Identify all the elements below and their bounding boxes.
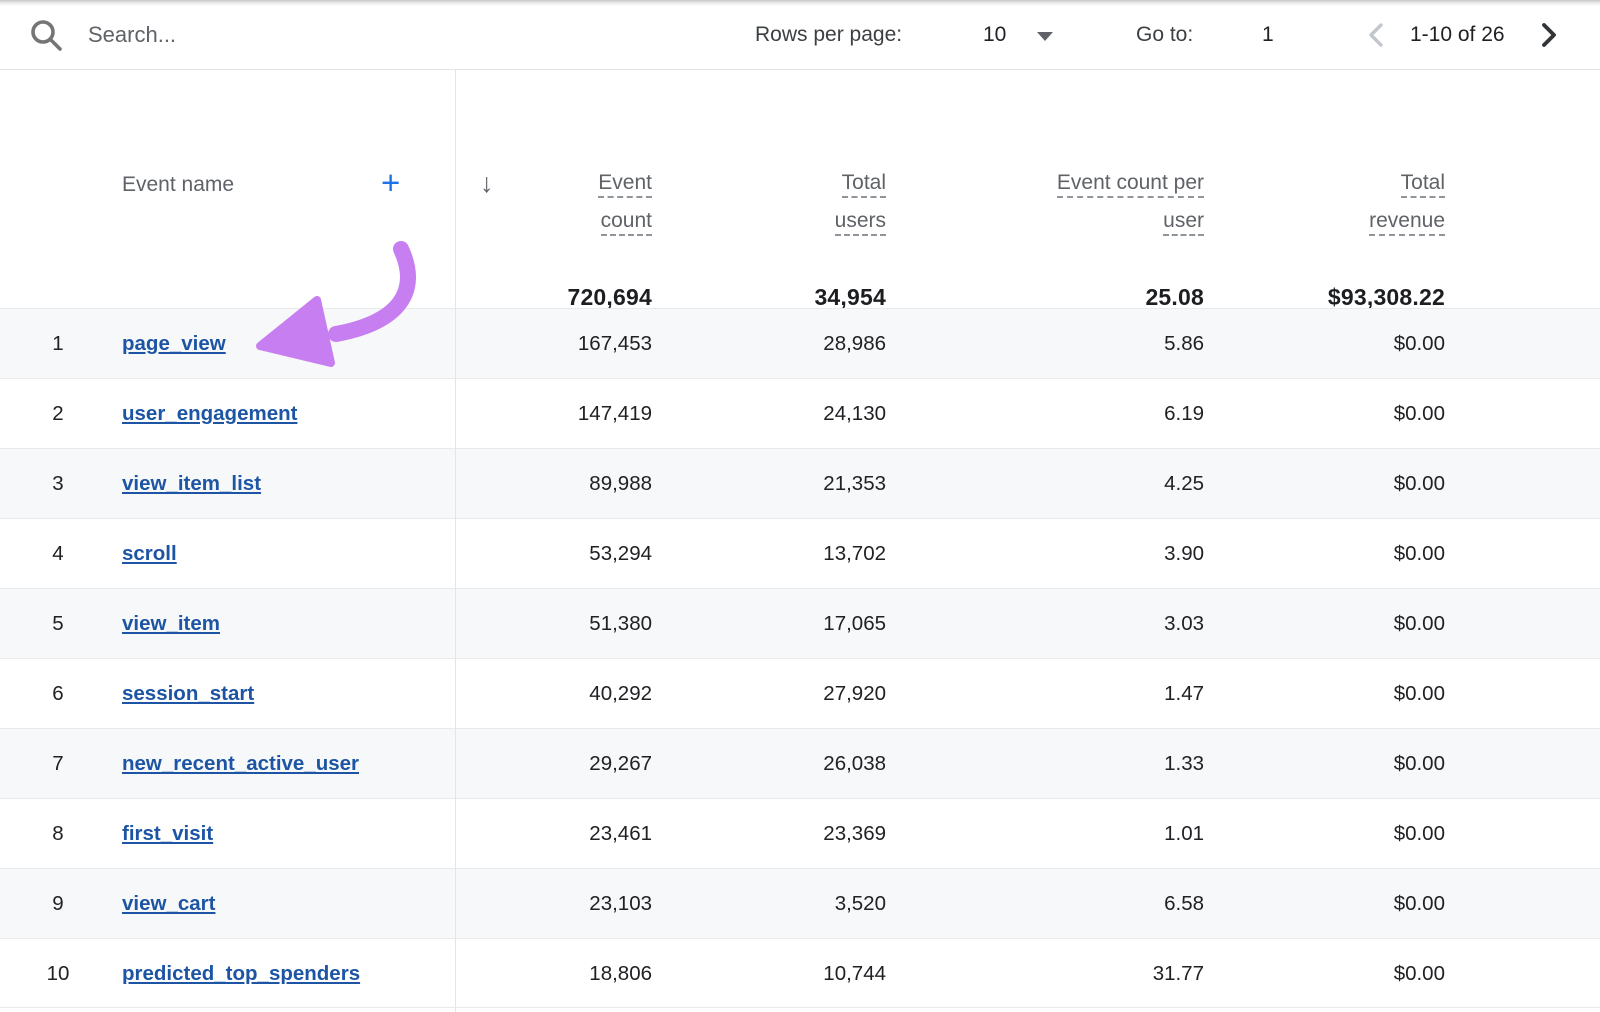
total-count-per-user-value: 25.08 — [1145, 284, 1204, 310]
row-index: 9 — [52, 892, 64, 915]
event-name-link[interactable]: view_item_list — [122, 472, 262, 495]
revenue-cell: $0.00 — [1393, 892, 1445, 915]
event-count-cell: 89,988 — [589, 472, 652, 495]
count-per-user-cell: 3.03 — [1164, 612, 1204, 635]
event-count-cell: 167,453 — [577, 332, 652, 355]
dropdown-caret-icon[interactable] — [1037, 32, 1053, 41]
count-per-user-cell: 1.01 — [1164, 822, 1204, 845]
count-per-user-cell: 1.33 — [1164, 752, 1204, 775]
previous-page-icon[interactable] — [1363, 21, 1391, 49]
pagination-range: 1-10 of 26 — [1410, 23, 1505, 46]
table-row: 4 scroll 53,294 13,702 3.90 $0.00 — [0, 518, 1600, 588]
row-index: 1 — [52, 332, 64, 355]
add-column-button[interactable]: + — [381, 164, 401, 201]
table-row: 10 predicted_top_spenders 18,806 10,744 … — [0, 938, 1600, 1008]
revenue-cell: $0.00 — [1393, 542, 1445, 565]
event-name-link[interactable]: view_item — [122, 612, 220, 635]
count-per-user-cell: 1.47 — [1164, 682, 1204, 705]
event-count-cell: 23,461 — [589, 822, 652, 845]
count-per-user-cell: 6.58 — [1164, 892, 1204, 915]
column-header-event-name[interactable]: Event name — [122, 173, 235, 196]
table-row: 7 new_recent_active_user 29,267 26,038 1… — [0, 728, 1600, 798]
go-to-label: Go to: — [1136, 23, 1194, 46]
revenue-cell: $0.00 — [1393, 962, 1445, 985]
count-per-user-cell: 4.25 — [1164, 472, 1204, 495]
revenue-cell: $0.00 — [1393, 402, 1445, 425]
column-divider — [455, 70, 456, 1012]
row-index: 10 — [46, 962, 70, 985]
revenue-cell: $0.00 — [1393, 752, 1445, 775]
event-name-link[interactable]: first_visit — [122, 822, 214, 845]
go-to-input[interactable]: 1 — [1262, 23, 1274, 46]
count-per-user-cell: 31.77 — [1152, 962, 1204, 985]
column-header-event-count-per-user[interactable]: Event count per — [954, 166, 1204, 204]
total-users-cell: 24,130 — [823, 402, 886, 425]
total-users-cell: 17,065 — [823, 612, 886, 635]
table-row: 9 view_cart 23,103 3,520 6.58 $0.00 — [0, 868, 1600, 938]
revenue-cell: $0.00 — [1393, 822, 1445, 845]
column-header-event-count[interactable]: Event — [472, 166, 652, 204]
column-header-total-revenue[interactable]: Total — [1195, 166, 1445, 204]
table-row: 8 first_visit 23,461 23,369 1.01 $0.00 — [0, 798, 1600, 868]
row-index: 3 — [52, 472, 64, 495]
event-name-link[interactable]: view_cart — [122, 892, 216, 915]
total-users-cell: 27,920 — [823, 682, 886, 705]
table-row: 1 page_view 167,453 28,986 5.86 $0.00 — [0, 308, 1600, 378]
total-users-cell: 10,744 — [823, 962, 886, 985]
row-index: 5 — [52, 612, 64, 635]
event-count-cell: 147,419 — [577, 402, 652, 425]
event-name-link[interactable]: session_start — [122, 682, 255, 705]
column-header-total-users[interactable]: Total — [686, 166, 886, 204]
rows-per-page-label: Rows per page: — [755, 23, 903, 46]
row-index: 6 — [52, 682, 64, 705]
row-index: 8 — [52, 822, 64, 845]
row-index: 2 — [52, 402, 64, 425]
total-users-cell: 21,353 — [823, 472, 886, 495]
table-row: 3 view_item_list 89,988 21,353 4.25 $0.0… — [0, 448, 1600, 518]
table-row: 6 session_start 40,292 27,920 1.47 $0.00 — [0, 658, 1600, 728]
event-name-link[interactable]: page_view — [122, 332, 226, 355]
event-name-link[interactable]: user_engagement — [122, 402, 298, 425]
event-name-link[interactable]: scroll — [122, 542, 177, 565]
revenue-cell: $0.00 — [1393, 682, 1445, 705]
event-name-link[interactable]: new_recent_active_user — [122, 752, 360, 775]
total-users-cell: 26,038 — [823, 752, 886, 775]
table-toolbar: Rows per page: 10 Go to: 1 1-10 of 26 — [0, 0, 1600, 70]
total-users-cell: 28,986 — [823, 332, 886, 355]
sort-descending-icon[interactable]: ↓ — [480, 168, 494, 198]
count-per-user-cell: 3.90 — [1164, 542, 1204, 565]
event-count-cell: 29,267 — [589, 752, 652, 775]
event-count-cell: 23,103 — [589, 892, 652, 915]
event-count-cell: 40,292 — [589, 682, 652, 705]
top-shadow — [0, 0, 1600, 6]
rows-per-page-select[interactable]: 10 — [983, 23, 1007, 46]
search-input[interactable] — [86, 0, 646, 70]
total-users-cell: 3,520 — [834, 892, 886, 915]
table-row: 5 view_item 51,380 17,065 3.03 $0.00 — [0, 588, 1600, 658]
revenue-cell: $0.00 — [1393, 612, 1445, 635]
revenue-cell: $0.00 — [1393, 332, 1445, 355]
event-name-link[interactable]: predicted_top_spenders — [122, 962, 361, 985]
count-per-user-cell: 6.19 — [1164, 402, 1204, 425]
event-count-cell: 51,380 — [589, 612, 652, 635]
total-users-cell: 23,369 — [823, 822, 886, 845]
revenue-cell: $0.00 — [1393, 472, 1445, 495]
total-revenue-value: $93,308.22 — [1327, 284, 1445, 310]
next-page-icon[interactable] — [1534, 21, 1562, 49]
table-header: Event name + ↓ Event count 720,694 100% … — [0, 70, 1600, 347]
row-index: 4 — [52, 542, 64, 565]
event-count-cell: 18,806 — [589, 962, 652, 985]
event-count-cell: 53,294 — [589, 542, 652, 565]
table-row: 2 user_engagement 147,419 24,130 6.19 $0… — [0, 378, 1600, 448]
total-users-value: 34,954 — [814, 284, 886, 310]
total-users-cell: 13,702 — [823, 542, 886, 565]
total-event-count: 720,694 — [567, 284, 652, 310]
search-icon[interactable] — [28, 17, 64, 53]
count-per-user-cell: 5.86 — [1164, 332, 1204, 355]
table-body: 1 page_view 167,453 28,986 5.86 $0.00 2 … — [0, 308, 1600, 1008]
row-index: 7 — [52, 752, 64, 775]
